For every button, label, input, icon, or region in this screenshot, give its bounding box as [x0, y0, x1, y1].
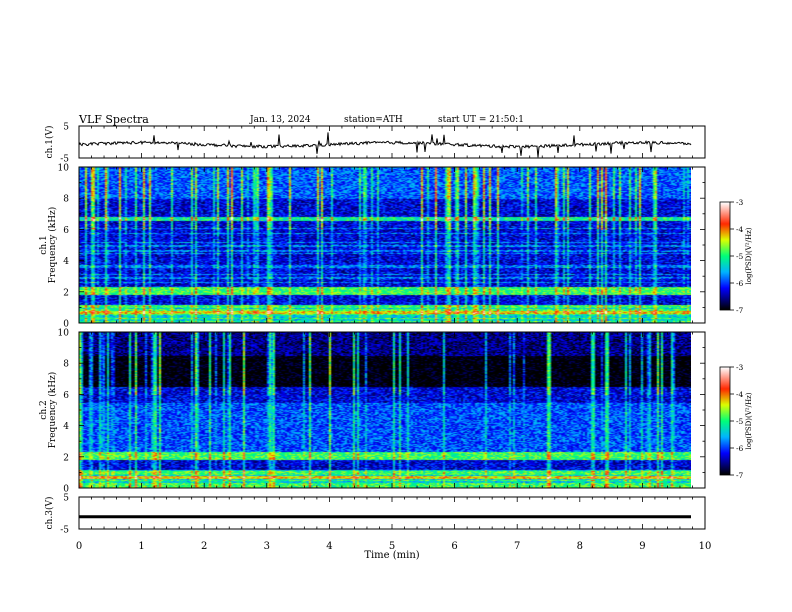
x-tick-label: 2 [201, 541, 207, 552]
colorbar-tick-label: -3 [736, 198, 744, 207]
colorbar-tick-label: -3 [736, 363, 744, 372]
x-tick-label: 9 [639, 541, 645, 552]
y-tick-label: 10 [58, 329, 70, 339]
x-tick-label: 6 [451, 541, 457, 552]
y-tick-label: 4 [63, 422, 69, 432]
x-tick-label: 7 [514, 541, 520, 552]
x-tick-label: 5 [389, 541, 395, 552]
ch2-colorbar-image [720, 367, 730, 475]
y-tick-label: 2 [63, 288, 69, 298]
ch2-spectrogram-image [79, 332, 691, 488]
colorbar-tick-label: -5 [736, 252, 744, 261]
y-axis-label: ch.1 [39, 235, 49, 254]
x-tick-label: 3 [264, 541, 270, 552]
x-tick-label: 10 [699, 541, 712, 552]
station-label: station=ATH [344, 115, 403, 125]
colorbar-tick-label: -5 [736, 417, 744, 426]
y-tick-label: 2 [63, 453, 69, 463]
y-tick-label: 0 [63, 485, 69, 495]
x-tick-label: 8 [577, 541, 583, 552]
date-label: Jan. 13, 2024 [250, 115, 311, 125]
ch1-colorbar-image [720, 202, 730, 310]
x-axis-label: Time (min) [364, 550, 419, 561]
y-tick-label: 4 [63, 257, 69, 267]
colorbar-tick-label: -4 [736, 225, 744, 234]
y-tick-label: 8 [63, 360, 69, 370]
x-tick-label: 1 [138, 541, 144, 552]
colorbar-tick-label: -7 [736, 306, 744, 315]
chart-title: VLF Spectra [79, 113, 149, 126]
x-tick-label: 4 [326, 541, 332, 552]
y-tick-label: 5 [63, 123, 69, 133]
y-tick-label: 6 [63, 226, 69, 236]
start-time-label: start UT = 21:50:1 [438, 115, 524, 125]
y-tick-label: 5 [63, 494, 69, 504]
y-axis-label: ch.3(V) [44, 497, 55, 530]
ch1-waveform-line [78, 132, 692, 158]
colorbar-tick-label: -6 [736, 279, 744, 288]
y-axis-label: Frequency (kHz) [47, 207, 58, 284]
y-tick-label: 0 [63, 320, 69, 330]
x-tick-label: 0 [76, 541, 82, 552]
colorbar-label: log(PSD)(V²/Hz) [745, 392, 753, 449]
ch1-spectrogram-image [79, 167, 691, 323]
colorbar-tick-label: -6 [736, 444, 744, 453]
y-tick-label: 10 [58, 164, 70, 174]
y-axis-label: Frequency (kHz) [47, 372, 58, 449]
y-axis-label: ch.2 [39, 400, 49, 419]
y-axis-label: ch.1(V) [44, 126, 55, 159]
colorbar-tick-label: -7 [736, 471, 744, 480]
y-tick-label: -5 [60, 155, 69, 165]
y-tick-label: 6 [63, 391, 69, 401]
y-tick-label: 8 [63, 195, 69, 205]
colorbar-tick-label: -4 [736, 390, 744, 399]
colorbar-label: log(PSD)(V²/Hz) [745, 227, 753, 284]
y-tick-label: -5 [60, 526, 69, 536]
